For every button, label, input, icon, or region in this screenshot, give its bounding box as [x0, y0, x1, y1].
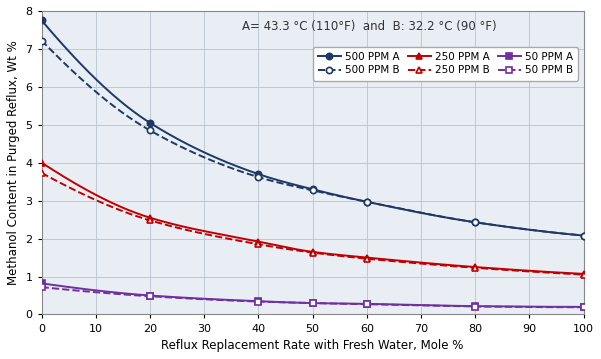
X-axis label: Reflux Replacement Rate with Fresh Water, Mole %: Reflux Replacement Rate with Fresh Water…	[162, 339, 464, 352]
Y-axis label: Methanol Content in Purged Reflux, Wt %: Methanol Content in Purged Reflux, Wt %	[7, 40, 20, 285]
Text: A= 43.3 °C (110°F)  and  B: 32.2 °C (90 °F): A= 43.3 °C (110°F) and B: 32.2 °C (90 °F…	[242, 20, 497, 33]
Legend: 500 PPM A, 500 PPM B, 250 PPM A, 250 PPM B, 50 PPM A, 50 PPM B: 500 PPM A, 500 PPM B, 250 PPM A, 250 PPM…	[313, 47, 578, 80]
